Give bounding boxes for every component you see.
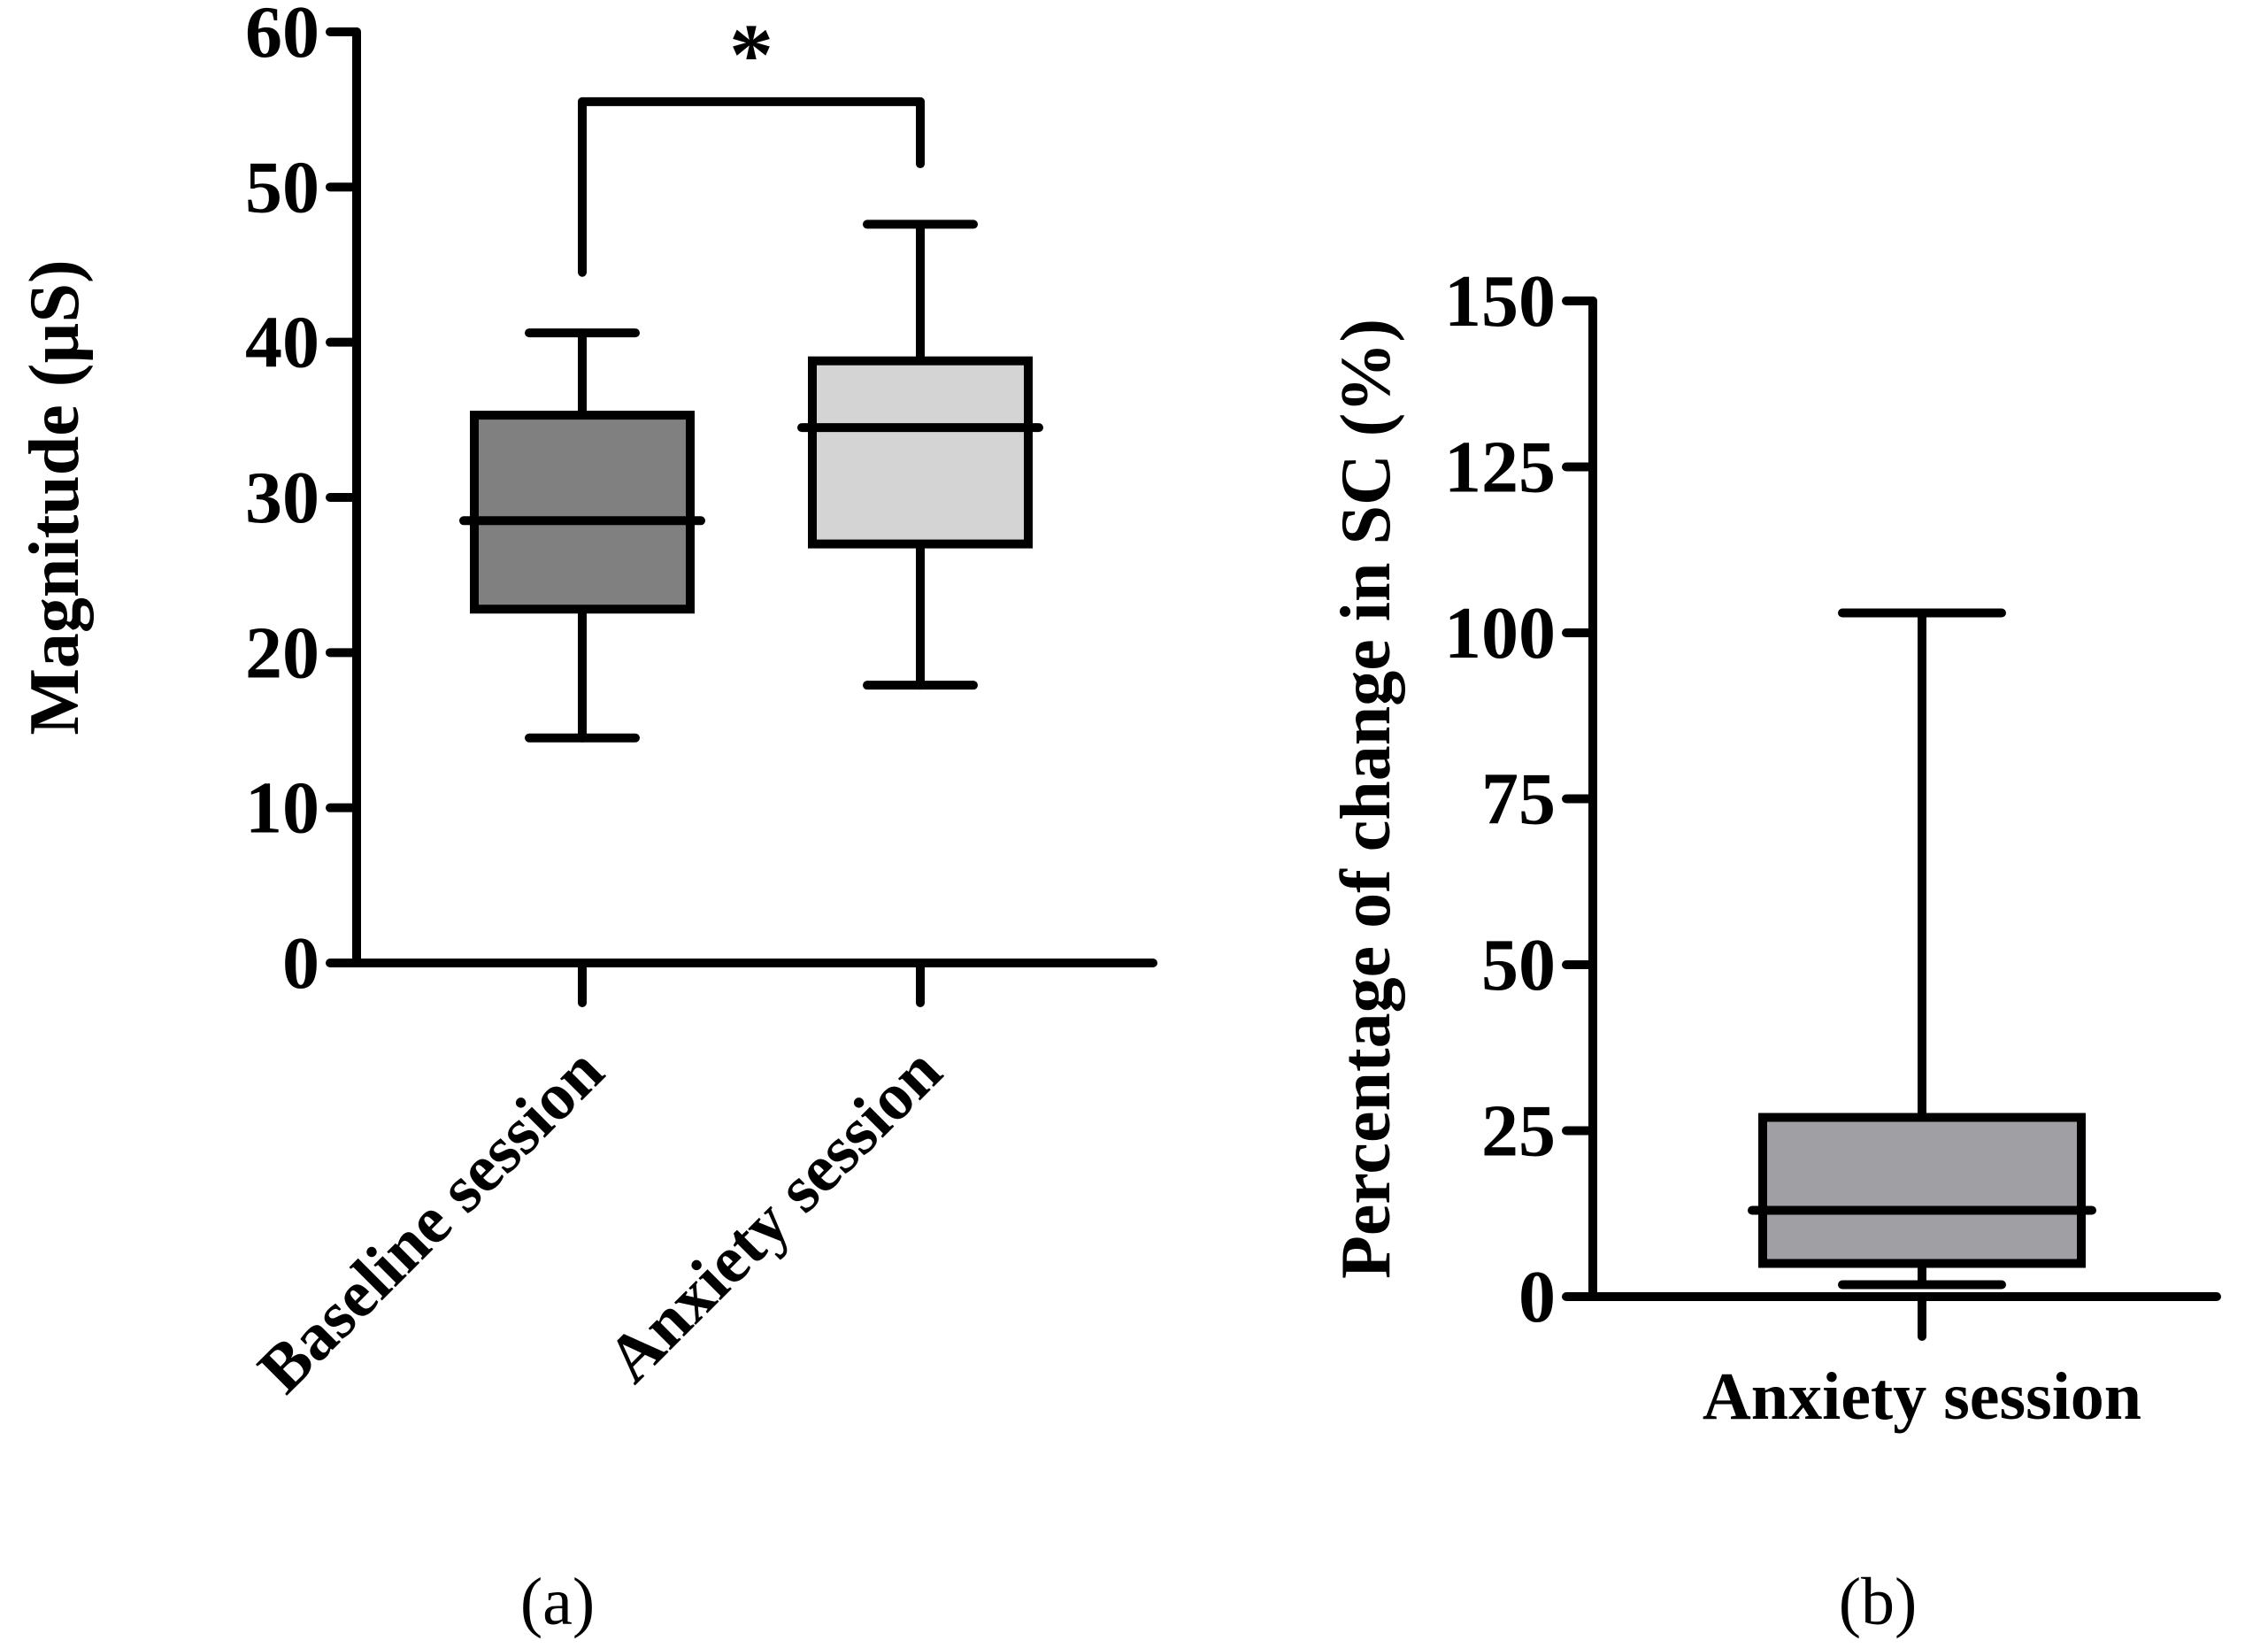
panel-b-box-plot: 0 25 50 75 100 125 150 Percentage of change in… <box>1327 260 2221 1639</box>
panel-a-significance: * <box>578 5 925 277</box>
a-box-anxiety <box>797 219 1043 1007</box>
box-iqr <box>808 356 1033 549</box>
panel-b-boxes <box>1748 608 2096 1341</box>
panel-a-box-plot: 0 10 20 30 40 50 60 * Magnitude (µS) Baseline … <box>16 0 1157 1639</box>
a-y-tick-label: 40 <box>245 302 319 384</box>
panel-a-label: (a) <box>520 1565 595 1639</box>
a-y-tick-label: 50 <box>245 146 319 228</box>
b-y-tick-label: 150 <box>1444 260 1556 343</box>
panel-b-y-ticks: 0 25 50 75 100 125 150 <box>1444 260 1597 1338</box>
a-y-tick-label: 30 <box>245 457 319 539</box>
panel-b-label: (b) <box>1839 1565 1918 1639</box>
a-y-tick-label: 10 <box>245 767 319 850</box>
b-y-tick-label: 0 <box>1518 1256 1556 1338</box>
panel-b-y-axis-title: Percentage of change in SC (%) <box>1327 319 1405 1279</box>
box-iqr <box>470 411 695 614</box>
panel-a-y-axis-title: Magnitude (µS) <box>16 259 94 735</box>
a-y-tick-label: 20 <box>245 612 319 694</box>
b-y-tick-label: 125 <box>1444 427 1556 509</box>
significance-star: * <box>729 5 773 104</box>
panel-a-y-ticks: 0 10 20 30 40 50 60 <box>245 0 361 1005</box>
panel-a-x-label-baseline: Baseline session <box>244 1034 618 1407</box>
b-box-anxiety <box>1748 608 2096 1341</box>
panel-a-boxes <box>459 219 1043 1007</box>
b-y-tick-label: 50 <box>1481 924 1556 1006</box>
panel-a-x-label-anxiety: Anxiety session <box>593 1034 956 1397</box>
a-y-tick-label: 60 <box>245 0 319 73</box>
box-iqr <box>1758 1113 2086 1268</box>
panel-b-x-label-anxiety: Anxiety session <box>1703 1359 2141 1434</box>
b-y-tick-label: 100 <box>1444 592 1556 674</box>
b-y-tick-label: 75 <box>1481 759 1556 841</box>
b-y-tick-label: 25 <box>1481 1090 1556 1173</box>
a-y-tick-label: 0 <box>282 922 319 1005</box>
a-box-baseline <box>459 328 705 1007</box>
